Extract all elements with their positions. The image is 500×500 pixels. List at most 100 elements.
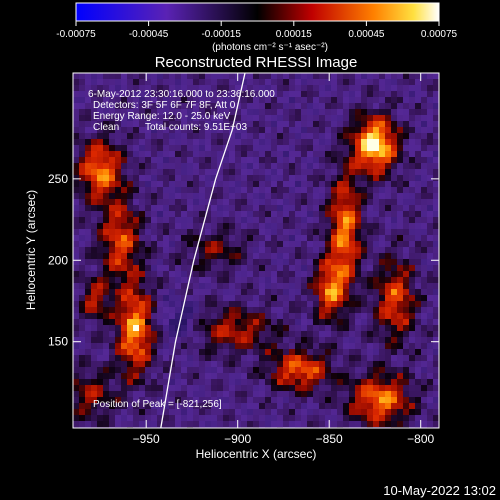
heatmap-cell [283,73,290,80]
heatmap-cell [91,73,98,80]
heatmap-cell [217,115,224,122]
heatmap-cell [169,85,176,92]
heatmap-cell [331,247,338,254]
heatmap-cell [397,385,404,392]
heatmap-cell [331,97,338,104]
heatmap-cell [343,265,350,272]
heatmap-cell [253,199,260,206]
heatmap-cell [109,289,116,296]
heatmap-cell [295,307,302,314]
heatmap-cell [205,283,212,290]
heatmap-cell [145,397,152,404]
heatmap-cell [391,181,398,188]
heatmap-cell [331,145,338,152]
heatmap-cell [163,91,170,98]
heatmap-cell [403,103,410,110]
heatmap-cell [235,331,242,338]
heatmap-cell [181,421,188,428]
heatmap-cell [211,151,218,158]
heatmap-cell [199,235,206,242]
heatmap-cell [91,163,98,170]
heatmap-cell [205,331,212,338]
heatmap-cell [235,235,242,242]
heatmap-cell [385,355,392,362]
heatmap-cell [127,193,134,200]
heatmap-cell [313,151,320,158]
heatmap-cell [331,319,338,326]
heatmap-cell [391,397,398,404]
heatmap-cell [433,205,439,212]
heatmap-cell [397,181,404,188]
heatmap-cell [427,391,434,398]
heatmap-cell [385,97,392,104]
heatmap-cell [121,205,128,212]
heatmap-cell [349,115,356,122]
heatmap-cell [397,157,404,164]
heatmap-cell [265,145,272,152]
heatmap-cell [151,193,158,200]
heatmap-cell [127,199,134,206]
heatmap-cell [379,247,386,254]
heatmap-cell [109,271,116,278]
heatmap-cell [205,79,212,86]
heatmap-cell [355,151,362,158]
heatmap-cell [85,319,92,326]
heatmap-cell [355,259,362,266]
heatmap-cell [235,361,242,368]
heatmap-cell [175,391,182,398]
heatmap-cell [409,223,416,230]
heatmap-cell [295,229,302,236]
heatmap-cell [127,145,134,152]
heatmap-cell [205,397,212,404]
heatmap-cell [271,397,278,404]
heatmap-cell [193,163,200,170]
heatmap-cell [73,361,80,368]
heatmap-cell [331,193,338,200]
heatmap-cell [109,415,116,422]
heatmap-cell [73,163,80,170]
heatmap-cell [343,97,350,104]
heatmap-cell [79,91,86,98]
heatmap-cell [223,403,230,410]
heatmap-cell [157,85,164,92]
heatmap-cell [247,349,254,356]
heatmap-cell [331,373,338,380]
heatmap-cell [103,145,110,152]
heatmap-cell [307,205,314,212]
heatmap-cell [277,79,284,86]
heatmap-cell [79,259,86,266]
heatmap-cell [301,283,308,290]
heatmap-cell [295,103,302,110]
heatmap-cell [73,199,80,206]
heatmap-cell [427,217,434,224]
heatmap-cell [373,211,380,218]
heatmap-cell [385,319,392,326]
heatmap-cell [133,379,140,386]
heatmap-cell [301,325,308,332]
heatmap-cell [121,313,128,320]
heatmap-cell [343,193,350,200]
heatmap-cell [181,235,188,242]
heatmap-cell [235,421,242,428]
heatmap-cell [97,109,104,116]
heatmap-cell [307,199,314,206]
heatmap-cell [97,145,104,152]
heatmap-cell [301,103,308,110]
heatmap-cell [343,331,350,338]
heatmap-cell [313,139,320,146]
heatmap-cell [211,373,218,380]
heatmap-cell [379,241,386,248]
heatmap-cell [409,373,416,380]
heatmap-cell [73,109,80,116]
heatmap-cell [349,379,356,386]
heatmap-cell [325,421,332,428]
heatmap-cell [433,235,439,242]
heatmap-cell [175,385,182,392]
heatmap-cell [361,337,368,344]
heatmap-cell [373,205,380,212]
heatmap-cell [361,109,368,116]
heatmap-cell [199,217,206,224]
heatmap-cell [289,151,296,158]
heatmap-cell [379,355,386,362]
heatmap-cell [157,319,164,326]
